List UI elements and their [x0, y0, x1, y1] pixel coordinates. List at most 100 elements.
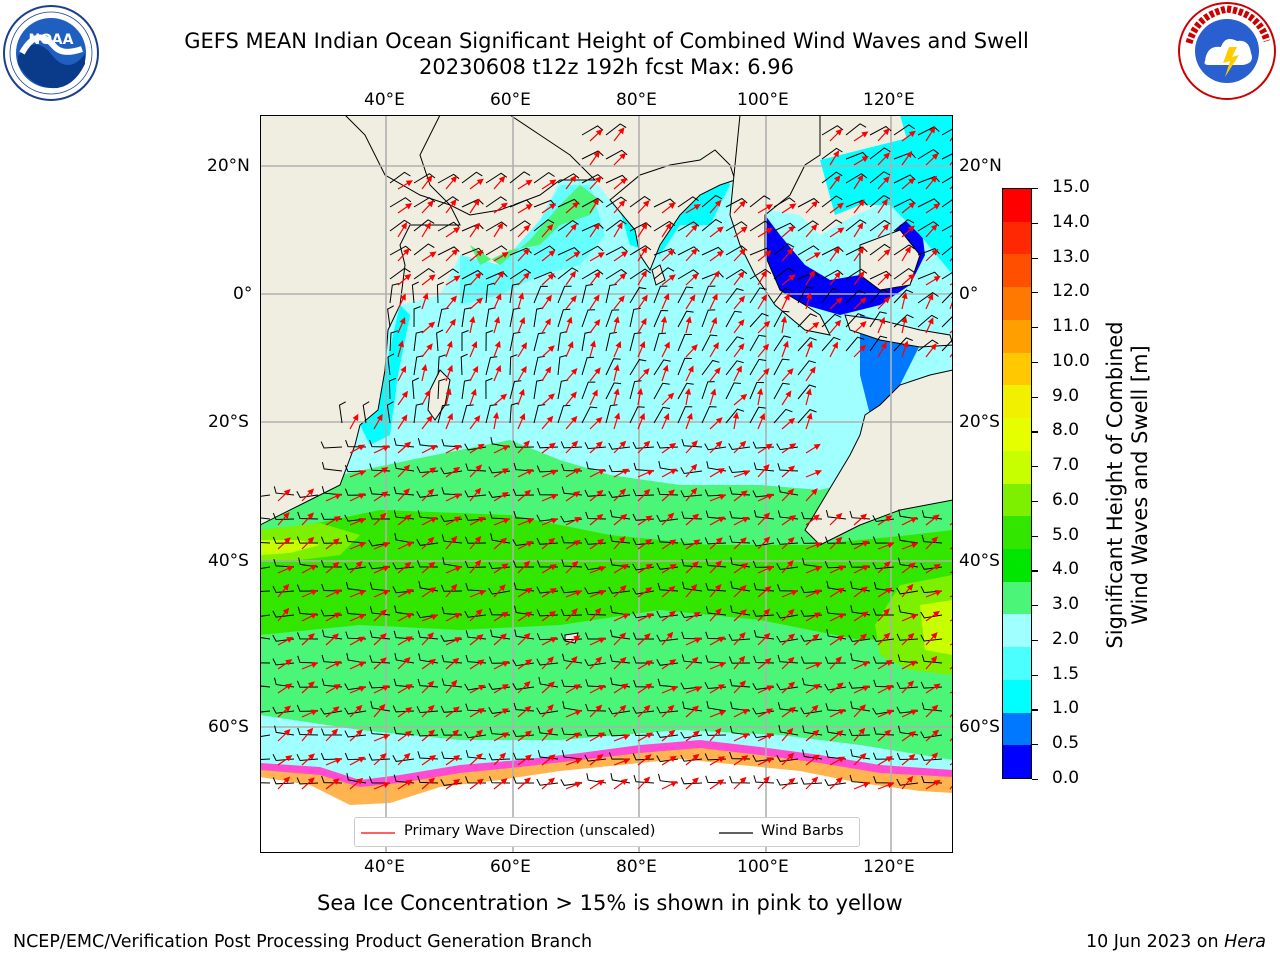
- wave-arrow-head: [780, 315, 788, 323]
- wind-barb: [797, 220, 819, 232]
- wave-arrow-head: [495, 364, 502, 373]
- wave-arrow-head: [356, 729, 363, 737]
- wind-barb: [464, 560, 487, 569]
- colorbar-segment: [1003, 712, 1031, 746]
- colorbar-tick-mark: [1032, 257, 1038, 259]
- wave-arrow-head: [401, 414, 408, 422]
- wind-barb: [581, 381, 596, 400]
- wave-arrow-head: [525, 659, 533, 666]
- wave-arrow-head: [669, 539, 677, 546]
- indochina-sumatra: [729, 115, 831, 336]
- wave-arrow-head: [570, 295, 577, 303]
- wind-barb: [557, 173, 580, 184]
- wind-barb: [821, 219, 843, 232]
- wave-arrow-head: [669, 659, 677, 666]
- wave-arrow-head: [740, 490, 748, 497]
- x-tick-bottom-120e: 120°E: [863, 857, 915, 877]
- wave-arrow-head: [283, 729, 291, 736]
- wave-arrow-head: [454, 516, 462, 523]
- wave-arrow-head: [597, 252, 605, 259]
- wave-arrow-head: [667, 392, 675, 400]
- colorbar-tick-label: 3.0: [1052, 594, 1080, 615]
- wave-arrow-head: [765, 227, 773, 234]
- wind-barb: [917, 339, 939, 352]
- wind-barb: [845, 268, 868, 280]
- wave-arrow-head: [596, 513, 604, 521]
- wave-arrow-head: [765, 443, 773, 450]
- wave-arrow-head: [836, 682, 844, 689]
- wave-arrow-head: [787, 656, 795, 664]
- wave-arrow-head: [549, 564, 557, 571]
- wave-arrow-head: [358, 613, 366, 620]
- wind-barb: [533, 271, 556, 280]
- wave-arrow-head: [692, 513, 700, 521]
- wave-arrow-head: [932, 514, 940, 521]
- wave-arrow-head: [861, 131, 869, 138]
- wave-arrow-head: [595, 441, 603, 448]
- wave-arrow-head: [570, 367, 578, 375]
- wind-barb: [629, 195, 651, 208]
- wave-arrow-head: [859, 752, 867, 760]
- wave-arrow-head: [738, 655, 746, 663]
- wave-arrow-head: [906, 583, 914, 591]
- wave-arrow-head: [739, 609, 747, 616]
- chart-title: GEFS MEAN Indian Ocean Significant Heigh…: [184, 29, 1029, 53]
- wave-arrow-head: [620, 177, 628, 185]
- footer-right: 10 Jun 2023 on Hera: [1086, 932, 1266, 952]
- wave-arrow-head: [788, 777, 796, 785]
- wave-arrow-head: [334, 612, 342, 619]
- wave-arrow-head: [379, 512, 387, 520]
- wave-arrow-head: [548, 681, 555, 689]
- wave-arrow-head: [788, 633, 796, 641]
- wind-barb: [728, 443, 751, 451]
- wave-arrow-head: [639, 412, 645, 421]
- wave-arrow-head: [908, 130, 917, 138]
- wave-arrow-head: [668, 729, 676, 737]
- wind-barb: [562, 653, 583, 664]
- colorbar-tick-label: 4.0: [1052, 559, 1080, 580]
- wave-arrow-head: [668, 202, 676, 209]
- wave-arrow-head: [358, 444, 366, 451]
- wind-barb: [413, 355, 424, 376]
- wind-barb: [941, 245, 953, 256]
- wave-arrow: [949, 135, 953, 142]
- colorbar-tick-mark: [1032, 639, 1038, 642]
- wave-arrow-head: [453, 466, 461, 474]
- wind-barb: [917, 314, 939, 328]
- wave-arrow-head: [860, 513, 868, 521]
- wind-barb: [413, 330, 424, 352]
- wave-arrow-head: [400, 365, 407, 373]
- wind-barb: [845, 246, 868, 256]
- wind-barb: [557, 247, 580, 256]
- wind-barb: [581, 173, 604, 184]
- wave-arrow-head: [427, 632, 434, 640]
- wave-arrow-head: [523, 681, 531, 688]
- wave-arrow-head: [453, 779, 461, 786]
- wave-arrow-head: [645, 683, 653, 690]
- wave-arrow-head: [476, 249, 484, 257]
- wave-arrow-head: [883, 561, 891, 568]
- wave-arrow-head: [862, 781, 871, 788]
- wind-barb: [921, 654, 943, 664]
- wave-arrow: [949, 329, 953, 334]
- wave-arrow-head: [742, 733, 750, 740]
- wave-arrow-head: [473, 222, 480, 230]
- wave-arrow-head: [930, 655, 938, 663]
- legend-barb-label: Wind Barbs: [761, 823, 844, 839]
- wind-barb: [557, 331, 568, 352]
- wave-arrow-head: [445, 388, 452, 396]
- wave-arrow-head: [813, 683, 821, 690]
- colorbar-tick-mark: [1032, 779, 1038, 781]
- wind-barb: [464, 490, 487, 498]
- wind-barb: [797, 337, 817, 352]
- colorbar-tick-label: 13.0: [1052, 246, 1090, 267]
- y-tick-left-60s: 60°S: [208, 717, 249, 737]
- wave-arrow-head: [518, 388, 525, 396]
- colorbar-tick-mark: [1032, 431, 1038, 433]
- wave-arrow-head: [574, 709, 582, 716]
- wave-arrow-head: [598, 637, 606, 644]
- x-tick-top-40e: 40°E: [364, 90, 405, 110]
- wind-barb: [297, 727, 319, 736]
- wind-barb: [800, 707, 823, 715]
- wave-arrow-head: [567, 341, 574, 349]
